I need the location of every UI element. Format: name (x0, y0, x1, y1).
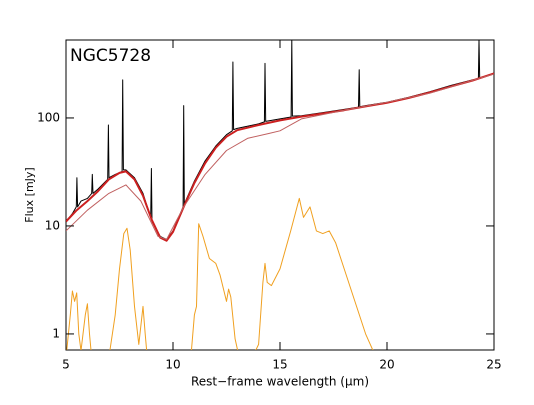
plot-area (66, 40, 494, 350)
y-tick-label: 100 (37, 110, 60, 124)
spectrum-line (66, 73, 494, 240)
x-tick-label: 5 (62, 358, 70, 372)
y-tick-label: 10 (45, 218, 60, 232)
chart-title: NGC5728 (70, 46, 151, 66)
y-axis-label: Flux [mJy] (23, 167, 36, 222)
x-tick-label: 25 (486, 358, 501, 372)
spectrum-line (66, 40, 494, 240)
plot-frame (65, 39, 495, 351)
spectrum-line (66, 72, 494, 242)
x-tick-label: 15 (272, 358, 287, 372)
x-axis-label: Rest−frame wavelength (μm) (191, 375, 369, 389)
x-tick-label: 10 (165, 358, 180, 372)
y-tick-label: 1 (52, 326, 60, 340)
x-tick-label: 20 (379, 358, 394, 372)
spectrum-line (66, 197, 374, 350)
